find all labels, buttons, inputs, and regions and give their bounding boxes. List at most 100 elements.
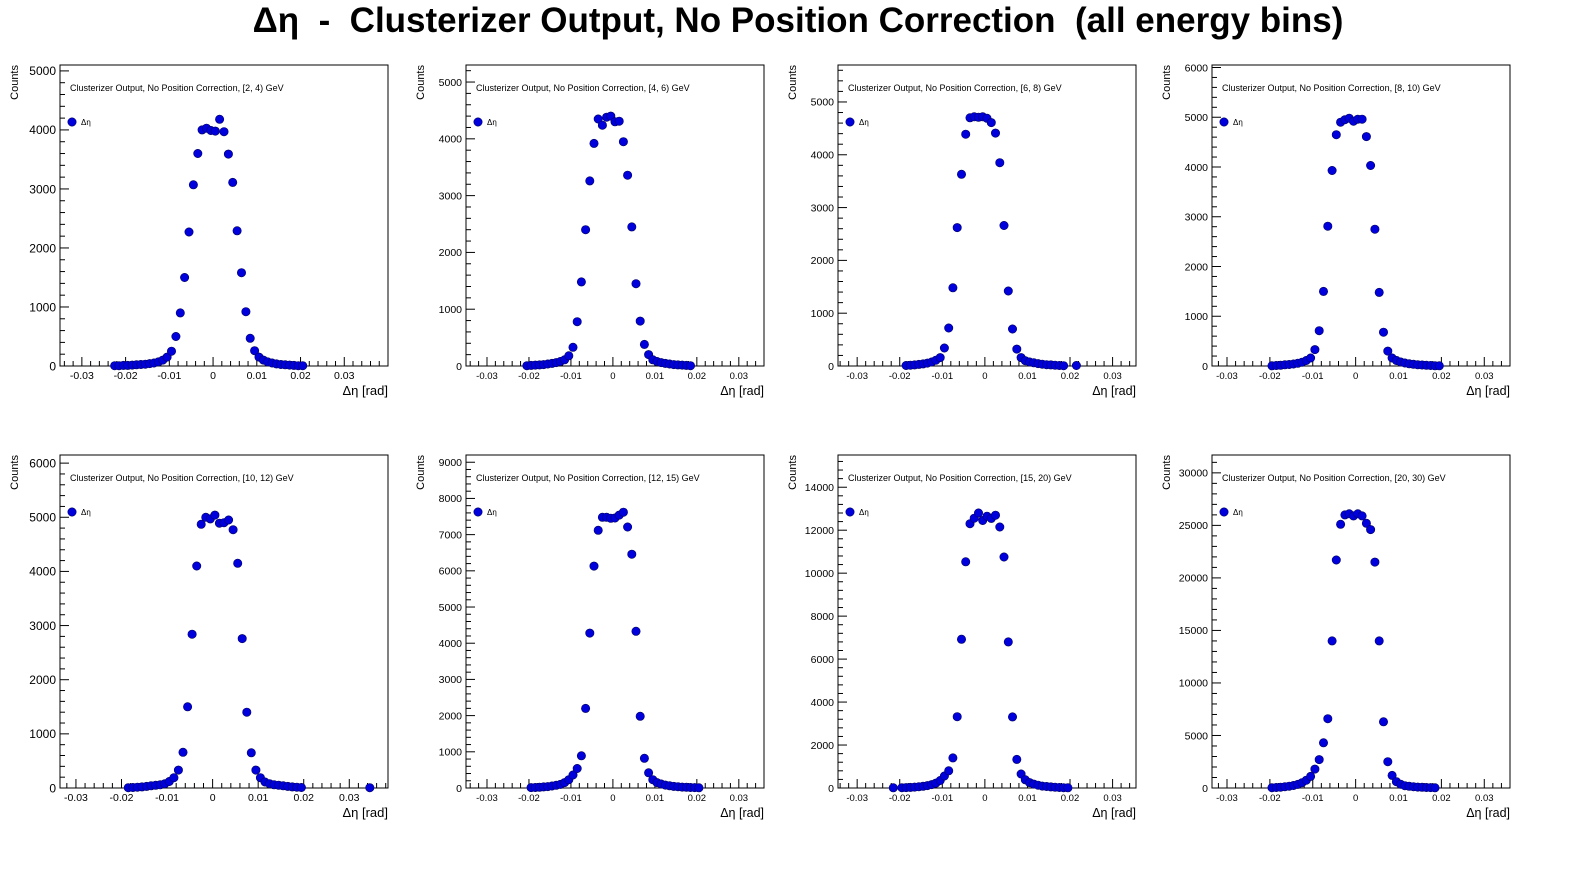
x-axis-label: Δη [rad] xyxy=(1466,806,1510,820)
data-point xyxy=(1434,361,1444,371)
x-tick-label: 0.03 xyxy=(339,792,360,804)
x-tick-label: 0.03 xyxy=(730,371,749,382)
data-point xyxy=(973,508,983,518)
data-point xyxy=(597,120,607,130)
data-point xyxy=(631,626,641,636)
y-axis-label: Counts xyxy=(415,455,427,490)
data-point xyxy=(1379,717,1389,727)
y-axis-label: Counts xyxy=(787,455,799,490)
x-tick-label: 0.02 xyxy=(688,371,707,382)
x-tick-label: -0.02 xyxy=(1259,793,1281,804)
data-point xyxy=(948,283,958,293)
data-series xyxy=(1267,113,1444,371)
y-tick-label: 1000 xyxy=(439,747,463,759)
data-point xyxy=(1383,346,1393,356)
plot-frame xyxy=(59,454,389,789)
y-tick-label: 2000 xyxy=(29,673,56,687)
data-point xyxy=(1387,770,1397,780)
y-tick-label: 1000 xyxy=(29,727,56,741)
y-tick-label: 1000 xyxy=(439,304,463,316)
x-tick-label: 0.02 xyxy=(1061,793,1080,804)
x-tick-label: -0.02 xyxy=(518,371,540,382)
data-point xyxy=(999,552,1009,562)
y-tick-label: 6000 xyxy=(811,654,835,666)
data-point xyxy=(192,561,202,571)
data-point xyxy=(232,226,242,236)
y-axis-label: Counts xyxy=(9,65,21,100)
data-point xyxy=(564,351,574,361)
data-point xyxy=(944,323,954,333)
data-point xyxy=(1374,287,1384,297)
data-point xyxy=(1323,714,1333,724)
data-point xyxy=(581,703,591,713)
y-tick-label: 0 xyxy=(49,359,56,373)
y-tick-label: 3000 xyxy=(439,190,463,202)
data-point xyxy=(242,707,252,717)
data-point xyxy=(251,765,261,775)
y-tick-label: 4000 xyxy=(29,123,56,137)
data-point xyxy=(210,126,220,136)
data-point xyxy=(627,549,637,559)
y-tick-label: 2000 xyxy=(811,255,835,267)
x-tick-label: 0.01 xyxy=(1018,371,1037,382)
data-point xyxy=(935,353,945,363)
y-tick-label: 30000 xyxy=(1179,468,1208,480)
legend-label: Δη xyxy=(1233,508,1243,517)
data-point xyxy=(986,118,996,128)
x-axis-label: Δη [rad] xyxy=(342,805,388,820)
data-point xyxy=(237,634,247,644)
data-series xyxy=(123,510,375,793)
data-point xyxy=(1379,327,1389,337)
y-tick-label: 5000 xyxy=(29,511,56,525)
data-point xyxy=(1003,637,1013,647)
data-point xyxy=(635,316,645,326)
data-point xyxy=(1003,286,1013,296)
x-tick-label: -0.01 xyxy=(1302,793,1324,804)
y-tick-label: 6000 xyxy=(29,456,56,470)
y-tick-label: 15000 xyxy=(1179,625,1208,637)
data-point xyxy=(1314,755,1324,765)
y-tick-label: 1000 xyxy=(1185,311,1209,323)
panel-title: Clusterizer Output, No Position Correcti… xyxy=(848,473,1072,483)
data-point xyxy=(639,753,649,763)
x-tick-label: 0.02 xyxy=(1432,371,1451,382)
data-point xyxy=(961,129,971,139)
data-point xyxy=(246,748,256,758)
y-tick-label: 1000 xyxy=(811,308,835,320)
data-point xyxy=(589,561,599,571)
data-point xyxy=(999,221,1009,231)
data-point xyxy=(1310,345,1320,355)
x-tick-label: 0.01 xyxy=(646,793,665,804)
x-tick-label: 0.02 xyxy=(290,370,311,382)
legend-label: Δη xyxy=(81,508,91,517)
data-point xyxy=(618,137,628,147)
legend-label: Δη xyxy=(859,118,869,127)
y-tick-label: 2000 xyxy=(811,740,835,752)
x-tick-label: 0.02 xyxy=(1432,793,1451,804)
x-tick-label: -0.02 xyxy=(1259,371,1281,382)
data-point xyxy=(1012,754,1022,764)
data-point xyxy=(956,634,966,644)
x-tick-label: -0.02 xyxy=(889,793,911,804)
chart-panel-8: -0.03 -0.02 -0.01 0 0.01 0.02 0.03 0 5000 10000 15… xyxy=(1161,454,1511,820)
data-point xyxy=(296,782,306,792)
y-tick-label: 8000 xyxy=(811,611,835,623)
data-point xyxy=(1012,344,1022,354)
data-point xyxy=(952,223,962,233)
x-tick-label: 0 xyxy=(210,370,216,382)
data-point xyxy=(593,525,603,535)
data-point xyxy=(298,361,308,371)
data-point xyxy=(572,763,582,773)
data-point xyxy=(1314,326,1324,336)
plot-frame xyxy=(837,454,1137,789)
y-tick-label: 3000 xyxy=(439,674,463,686)
x-tick-label: 0.03 xyxy=(334,370,355,382)
x-tick-label: 0 xyxy=(1353,793,1358,804)
x-axis-label: Δη [rad] xyxy=(720,806,764,820)
data-point xyxy=(948,753,958,763)
data-point xyxy=(224,515,234,525)
x-tick-label: -0.03 xyxy=(1216,793,1238,804)
data-point xyxy=(1366,525,1376,535)
data-point xyxy=(1361,132,1371,142)
y-tick-label: 7000 xyxy=(439,529,463,541)
